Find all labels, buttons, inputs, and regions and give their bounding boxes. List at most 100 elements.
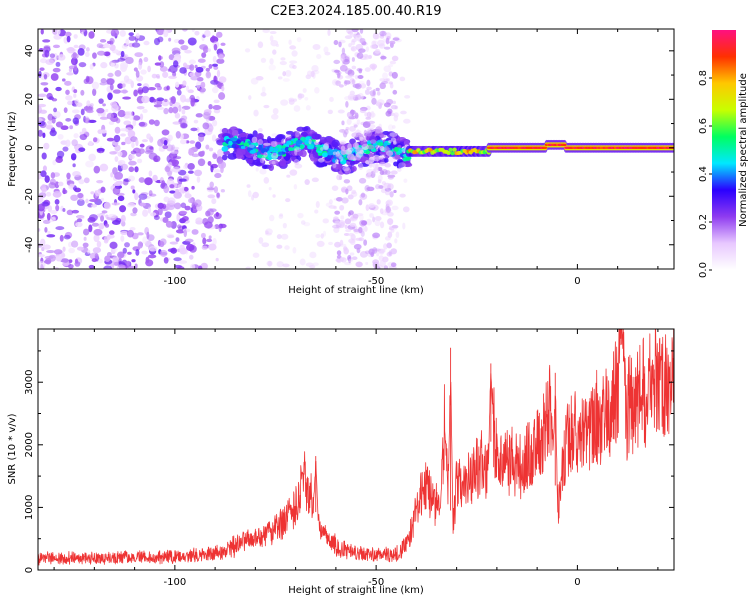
snr-plot-area — [38, 329, 674, 570]
spectrogram-speckle — [366, 79, 371, 87]
spectrogram-band-halo — [222, 154, 228, 161]
snr-panel: -100 -50 0 0 1000 2000 3000 Height of straigh… — [7, 328, 675, 596]
spectrogram-speckle — [105, 108, 109, 113]
spectrogram-speckle — [161, 180, 166, 189]
spectrogram-speckle — [178, 260, 188, 264]
spectrogram-speckle — [183, 98, 193, 103]
spectrogram-speckle — [64, 31, 72, 37]
spectrogram-speckle — [191, 229, 199, 235]
spectrogram-speckle — [85, 198, 89, 204]
spectrogram-speckle — [151, 73, 158, 79]
spectrogram-speckle — [156, 86, 160, 91]
spectrogram-faint-speckle — [268, 186, 272, 191]
spectrogram-faint-speckle — [248, 144, 255, 148]
spectrogram-speckle — [188, 198, 194, 204]
spectrogram-faint-speckle — [250, 77, 259, 85]
spectrogram-speckle — [114, 144, 121, 152]
spectrogram-speckle — [197, 158, 206, 167]
spectrogram-speckle — [142, 236, 148, 244]
spectrogram-speckle — [139, 113, 144, 121]
spectrogram-speckle — [133, 67, 138, 72]
spectrogram-faint-speckle — [286, 174, 291, 178]
spectrogram-speckle — [109, 151, 117, 155]
spectrogram-faint-speckle — [277, 76, 283, 80]
spectrogram-speckle — [190, 98, 195, 107]
spectrogram-speckle — [39, 67, 45, 71]
spectrogram-speckle — [81, 127, 87, 134]
spectrogram-band-core — [452, 147, 457, 152]
spectrogram-speckle — [195, 66, 204, 73]
spectrogram-band-halo — [246, 158, 254, 164]
spectrogram-speckle — [370, 139, 377, 144]
spectrogram-speckle — [393, 189, 397, 194]
spectrogram-faint-speckle — [313, 140, 320, 146]
spectrogram-faint-speckle — [328, 199, 333, 205]
spectrogram-faint-speckle — [275, 43, 279, 48]
spectrogram-speckle — [214, 173, 222, 179]
spectrogram-band-halo — [351, 165, 357, 172]
spectrogram-speckle — [192, 208, 198, 213]
spectrogram-speckle — [166, 178, 175, 187]
spectrogram-band-halo — [349, 160, 355, 166]
spectrogram-speckle — [71, 58, 76, 65]
spectrogram-speckle — [183, 229, 188, 238]
spectrogram-speckle — [102, 103, 106, 107]
snr-x-ticks: -100 -50 0 — [53, 329, 659, 588]
spectrogram-faint-speckle — [276, 244, 283, 249]
spectrogram-speckle — [96, 147, 105, 152]
spectrogram-speckle — [83, 177, 90, 184]
spectrogram-faint-speckle — [252, 191, 259, 199]
spectrogram-band-core — [393, 146, 399, 152]
spectrogram-speckle — [146, 234, 155, 241]
spectrogram-speckle — [212, 119, 218, 127]
spectrogram-speckle — [62, 207, 66, 212]
spectrogram-faint-speckle — [402, 222, 406, 230]
spectrogram-speckle — [355, 94, 362, 101]
spectrogram-speckle — [46, 234, 56, 238]
spectrogram-speckle — [392, 37, 400, 41]
spectrogram-speckle — [358, 199, 363, 206]
spectrogram-speckle — [372, 89, 376, 96]
spectrogram-speckle — [366, 111, 372, 118]
spectrogram-speckle — [167, 234, 175, 239]
spectrogram-band-core — [340, 158, 347, 165]
spectrogram-faint-speckle — [329, 96, 334, 102]
spectrogram-speckle — [216, 58, 225, 64]
spectrogram-faint-speckle — [365, 261, 369, 265]
spectrogram-speckle — [333, 216, 339, 221]
spectrogram-speckle — [208, 235, 212, 240]
spectrogram-speckle — [161, 129, 170, 136]
spectrogram-x-ticks: -100 -50 0 — [53, 29, 659, 287]
spectrogram-speckle — [201, 52, 207, 58]
colorbar-ticks: 0.0 0.2 0.4 0.6 0.8 — [698, 70, 712, 278]
snr-series-line — [38, 329, 674, 566]
spectrogram-speckle — [208, 147, 214, 152]
spectrogram-speckle — [49, 210, 58, 214]
spectrogram-speckle — [370, 44, 377, 49]
spectrogram-speckle — [366, 186, 375, 192]
spectrogram-speckle — [43, 73, 48, 80]
spectrogram-faint-speckle — [347, 143, 352, 150]
spectrogram-speckle — [56, 29, 61, 35]
spectrogram-speckle — [153, 215, 160, 221]
spectrogram-faint-speckle — [332, 151, 337, 156]
spectrogram-speckle — [159, 249, 168, 257]
spectrogram-faint-speckle — [292, 247, 297, 254]
spectrogram-speckle — [62, 187, 66, 195]
spectrogram-speckle — [99, 116, 109, 120]
spectrogram-speckle — [379, 170, 385, 176]
spectrogram-speckle — [39, 109, 48, 114]
spectrogram-speckle — [333, 59, 341, 65]
spectrogram-speckle — [335, 197, 343, 202]
spectrogram-faint-speckle — [282, 71, 287, 77]
spectrogram-speckle — [359, 250, 368, 258]
spectrogram-speckle — [386, 251, 393, 257]
spectrogram-speckle — [68, 247, 75, 254]
spectrogram-speckle — [391, 71, 398, 79]
spectrogram-faint-speckle — [255, 167, 259, 172]
spectrogram-faint-speckle — [388, 156, 396, 163]
spectrogram-speckle — [194, 64, 198, 69]
spectrogram-faint-speckle — [245, 266, 252, 269]
spectrogram-faint-speckle — [284, 245, 290, 250]
spectrogram-speckle — [376, 199, 381, 205]
